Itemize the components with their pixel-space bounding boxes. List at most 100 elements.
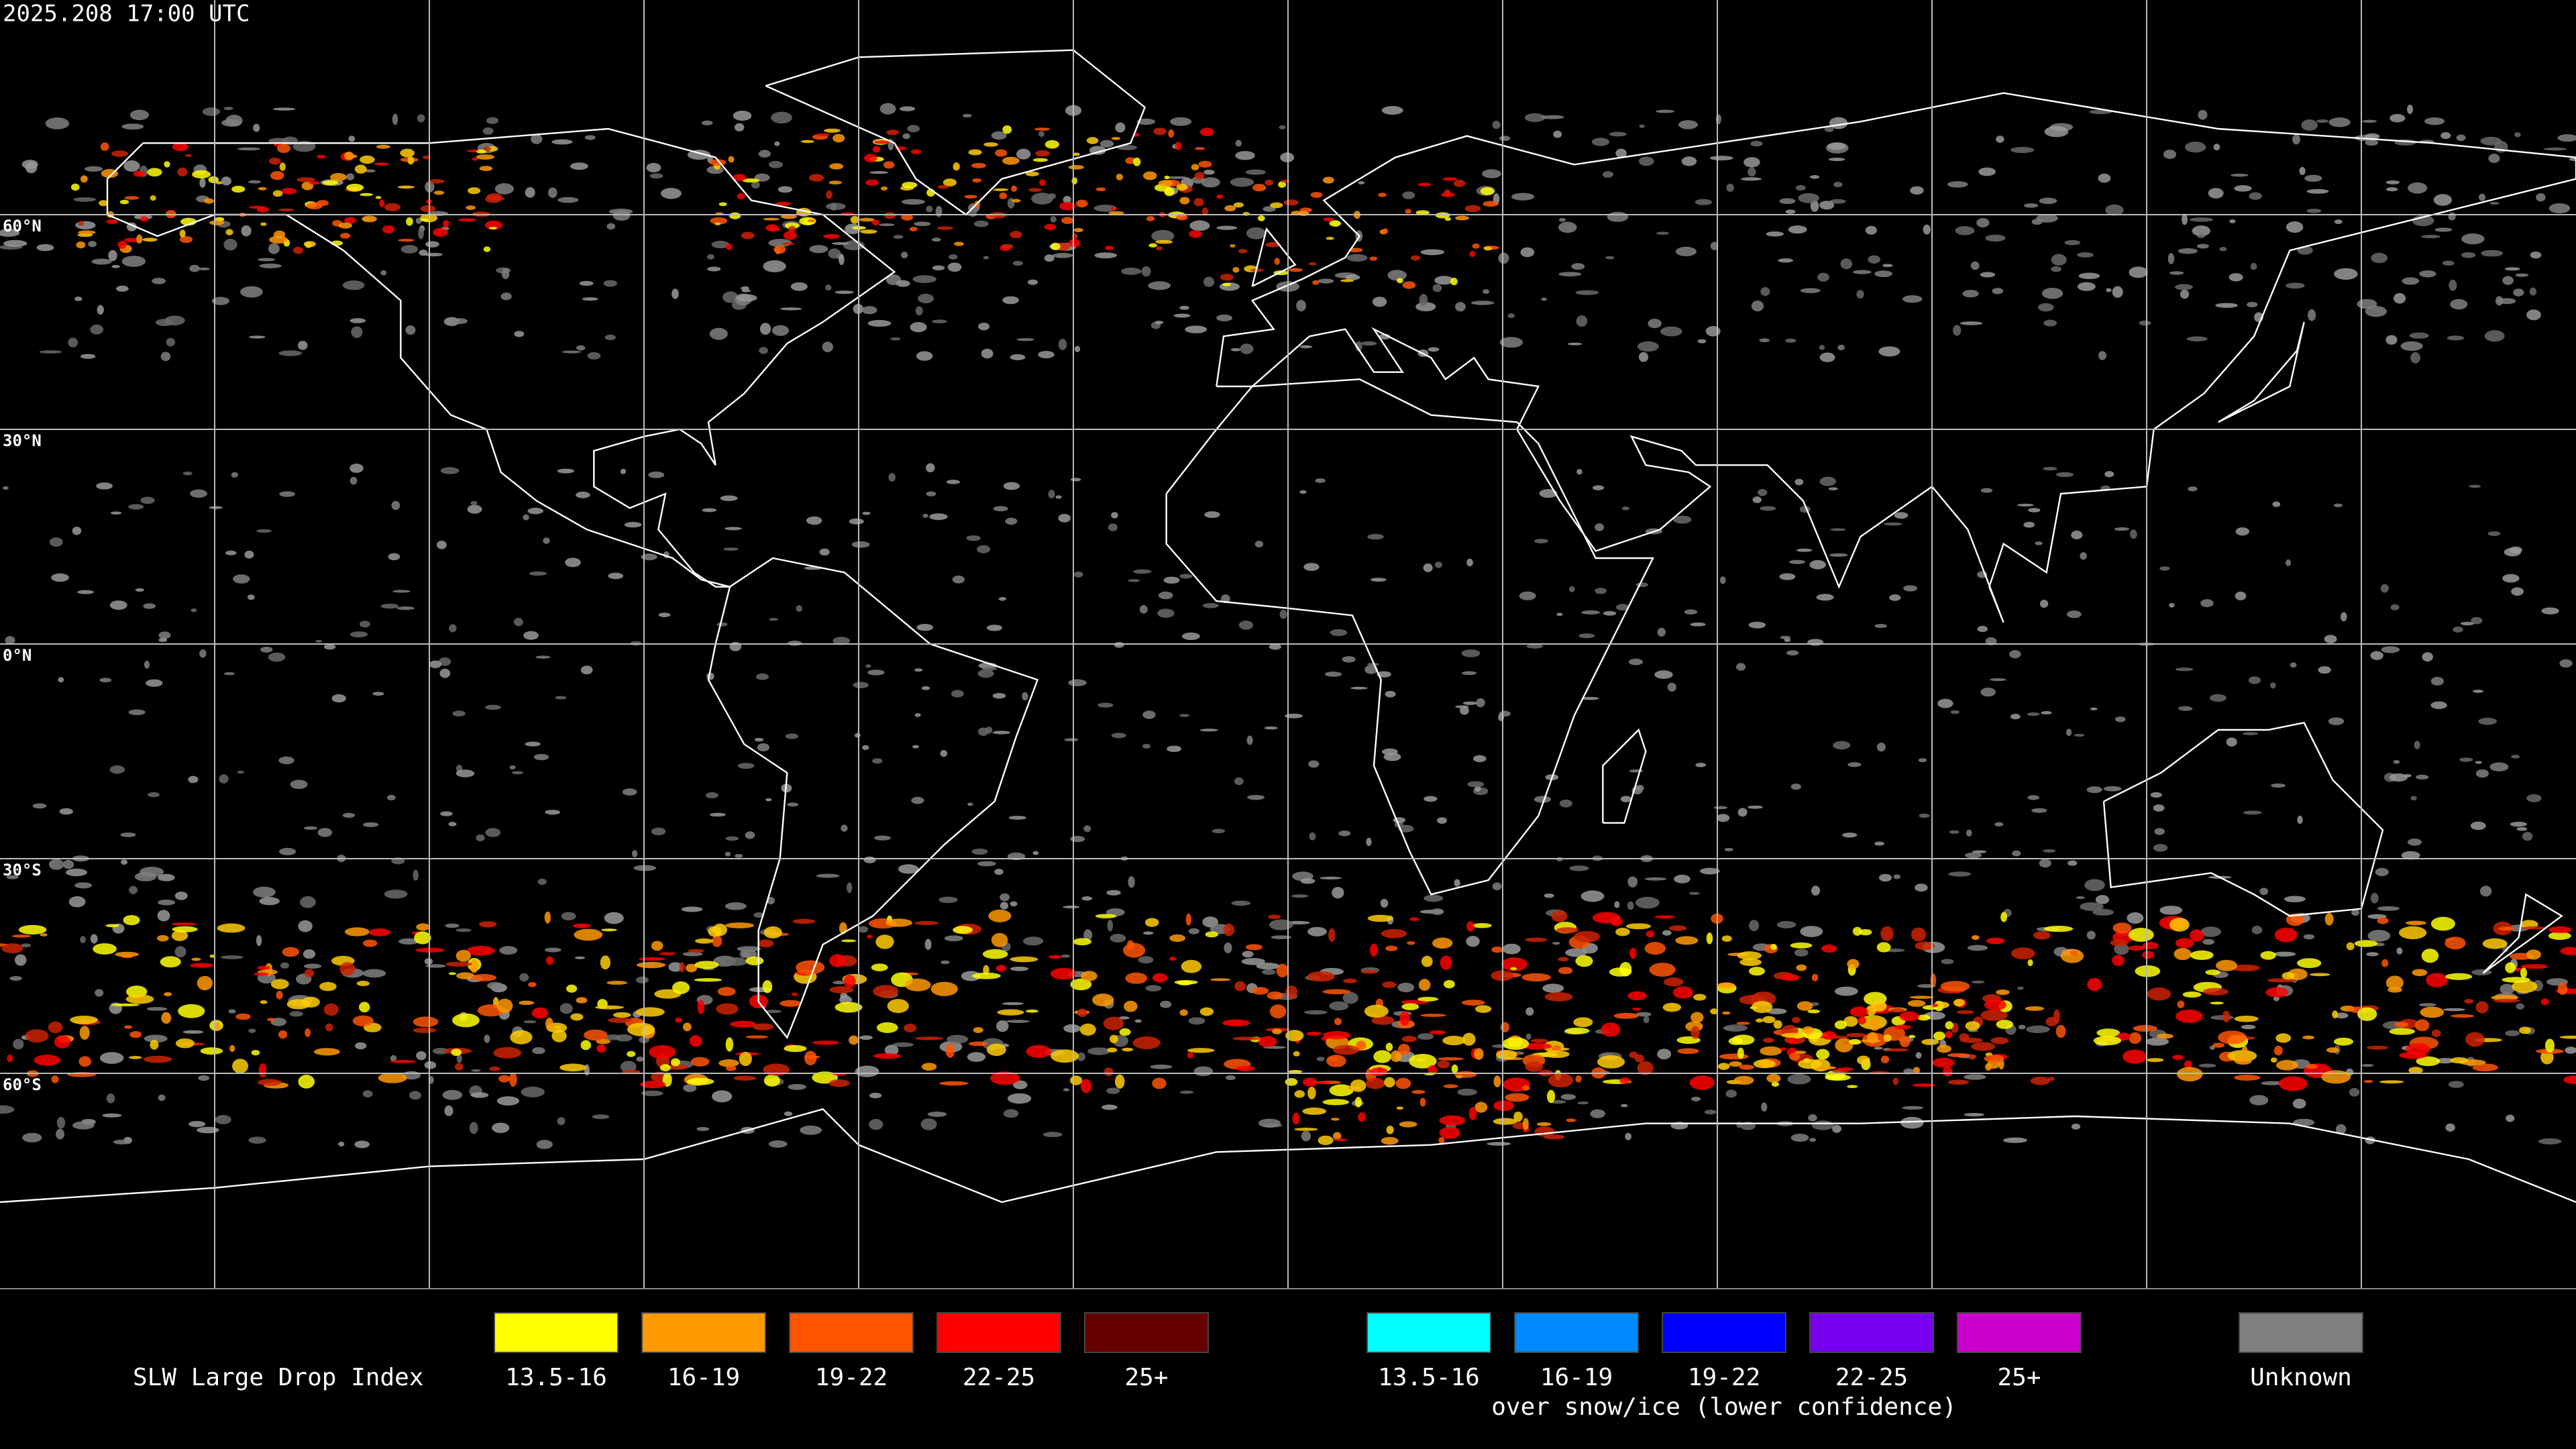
cloud-pixel <box>582 297 598 301</box>
cloud-pixel <box>1737 1047 1744 1059</box>
cloud-pixel <box>2070 950 2079 956</box>
cloud-pixel <box>788 1083 806 1090</box>
cloud-pixel <box>121 256 146 267</box>
cloud-pixel <box>1242 951 1254 958</box>
cloud-pixel <box>1348 248 1363 253</box>
cloud-pixel <box>1472 243 1480 249</box>
cloud-pixel <box>1114 641 1124 648</box>
cloud-pixel <box>1559 799 1572 808</box>
cloud-pixel <box>2226 737 2237 747</box>
cloud-pixel <box>1833 181 1843 188</box>
cloud-pixel <box>1450 277 1458 286</box>
cloud-pixel <box>1199 729 1218 732</box>
cloud-pixel <box>1116 173 1124 180</box>
cloud-pixel <box>762 980 773 994</box>
cloud-pixel <box>2396 947 2403 955</box>
cloud-pixel <box>668 962 683 972</box>
cloud-pixel <box>1675 246 1697 257</box>
cloud-pixel <box>1728 1037 1743 1045</box>
cloud-pixel <box>898 864 919 874</box>
cloud-pixel <box>2249 1095 2269 1106</box>
cloud-pixel <box>1656 109 1675 113</box>
cloud-pixel <box>225 550 237 555</box>
cloud-pixel <box>580 1040 592 1051</box>
cloud-pixel <box>56 1116 66 1129</box>
cloud-pixel <box>1068 239 1080 248</box>
cloud-pixel <box>1439 1126 1460 1139</box>
cloud-pixel <box>1252 183 1267 192</box>
cloud-pixel <box>525 187 535 198</box>
cloud-pixel <box>90 934 98 944</box>
cloud-pixel <box>2557 982 2568 996</box>
cloud-pixel <box>927 1112 947 1117</box>
cloud-pixel <box>559 1003 573 1014</box>
cloud-pixel <box>2445 1123 2455 1132</box>
cloud-pixel <box>2208 188 2224 199</box>
cloud-pixel <box>1581 610 1601 614</box>
cloud-pixel <box>1142 710 1156 719</box>
cloud-pixel <box>763 217 780 221</box>
cloud-pixel <box>121 123 144 130</box>
cloud-pixel <box>1326 237 1334 240</box>
cloud-pixel <box>1205 931 1219 938</box>
cloud-pixel <box>2284 896 2306 902</box>
cloud-pixel <box>784 1044 807 1053</box>
cloud-pixel <box>2472 1063 2498 1072</box>
cloud-pixel <box>1980 272 1996 278</box>
cloud-pixel <box>256 934 262 947</box>
cloud-pixel <box>1099 140 1114 148</box>
cloud-pixel <box>2273 951 2296 957</box>
cloud-pixel <box>2459 757 2473 762</box>
cloud-pixel <box>765 798 772 802</box>
cloud-pixel <box>2424 117 2445 125</box>
cloud-pixel <box>971 972 1001 979</box>
cloud-pixel <box>2076 896 2085 900</box>
cloud-pixel <box>1141 266 1151 277</box>
cloud-pixel <box>576 491 590 498</box>
cloud-pixel <box>368 928 390 936</box>
cloud-pixel <box>1342 991 1358 1004</box>
cloud-pixel <box>343 152 354 160</box>
cloud-pixel <box>1937 698 1953 708</box>
cloud-pixel <box>58 677 64 683</box>
cloud-pixel <box>2026 1025 2050 1033</box>
cloud-pixel <box>109 765 125 774</box>
cloud-pixel <box>555 696 567 700</box>
cloud-pixel <box>1654 670 1673 680</box>
cloud-pixel <box>2419 270 2436 278</box>
cloud-pixel <box>728 156 735 163</box>
cloud-pixel <box>1716 814 1730 822</box>
cloud-pixel <box>509 1072 517 1087</box>
cloud-pixel <box>2178 248 2198 254</box>
cloud-pixel <box>1656 231 1670 235</box>
cloud-pixel <box>2234 1075 2261 1081</box>
cloud-pixel <box>1779 198 1796 205</box>
cloud-pixel <box>1595 523 1605 531</box>
cloud-pixel <box>158 1094 166 1102</box>
cloud-pixel <box>32 803 47 809</box>
cloud-pixel <box>604 334 616 341</box>
cloud-pixel <box>270 979 289 989</box>
cloud-pixel <box>1334 1138 1348 1142</box>
cloud-pixel <box>900 106 916 111</box>
cloud-pixel <box>1385 1042 1393 1051</box>
cloud-pixel <box>456 972 475 979</box>
cloud-pixel <box>1110 934 1126 943</box>
cloud-pixel <box>1212 828 1226 834</box>
cloud-pixel <box>1198 160 1212 168</box>
cloud-pixel <box>2156 1033 2174 1039</box>
cloud-pixel <box>1996 1020 2014 1029</box>
cloud-pixel <box>1397 1043 1411 1055</box>
cloud-pixel <box>1307 1087 1316 1099</box>
cloud-pixel <box>2540 1050 2554 1065</box>
cloud-pixel <box>596 1044 606 1053</box>
cloud-pixel <box>716 622 728 627</box>
cloud-pixel <box>0 1105 15 1114</box>
cloud-pixel <box>971 162 987 168</box>
cloud-pixel <box>362 215 377 223</box>
cloud-pixel <box>1334 1018 1342 1026</box>
cloud-pixel <box>952 576 965 584</box>
cloud-pixel <box>1070 478 1081 482</box>
cloud-pixel <box>916 624 934 631</box>
cloud-pixel <box>867 319 892 327</box>
